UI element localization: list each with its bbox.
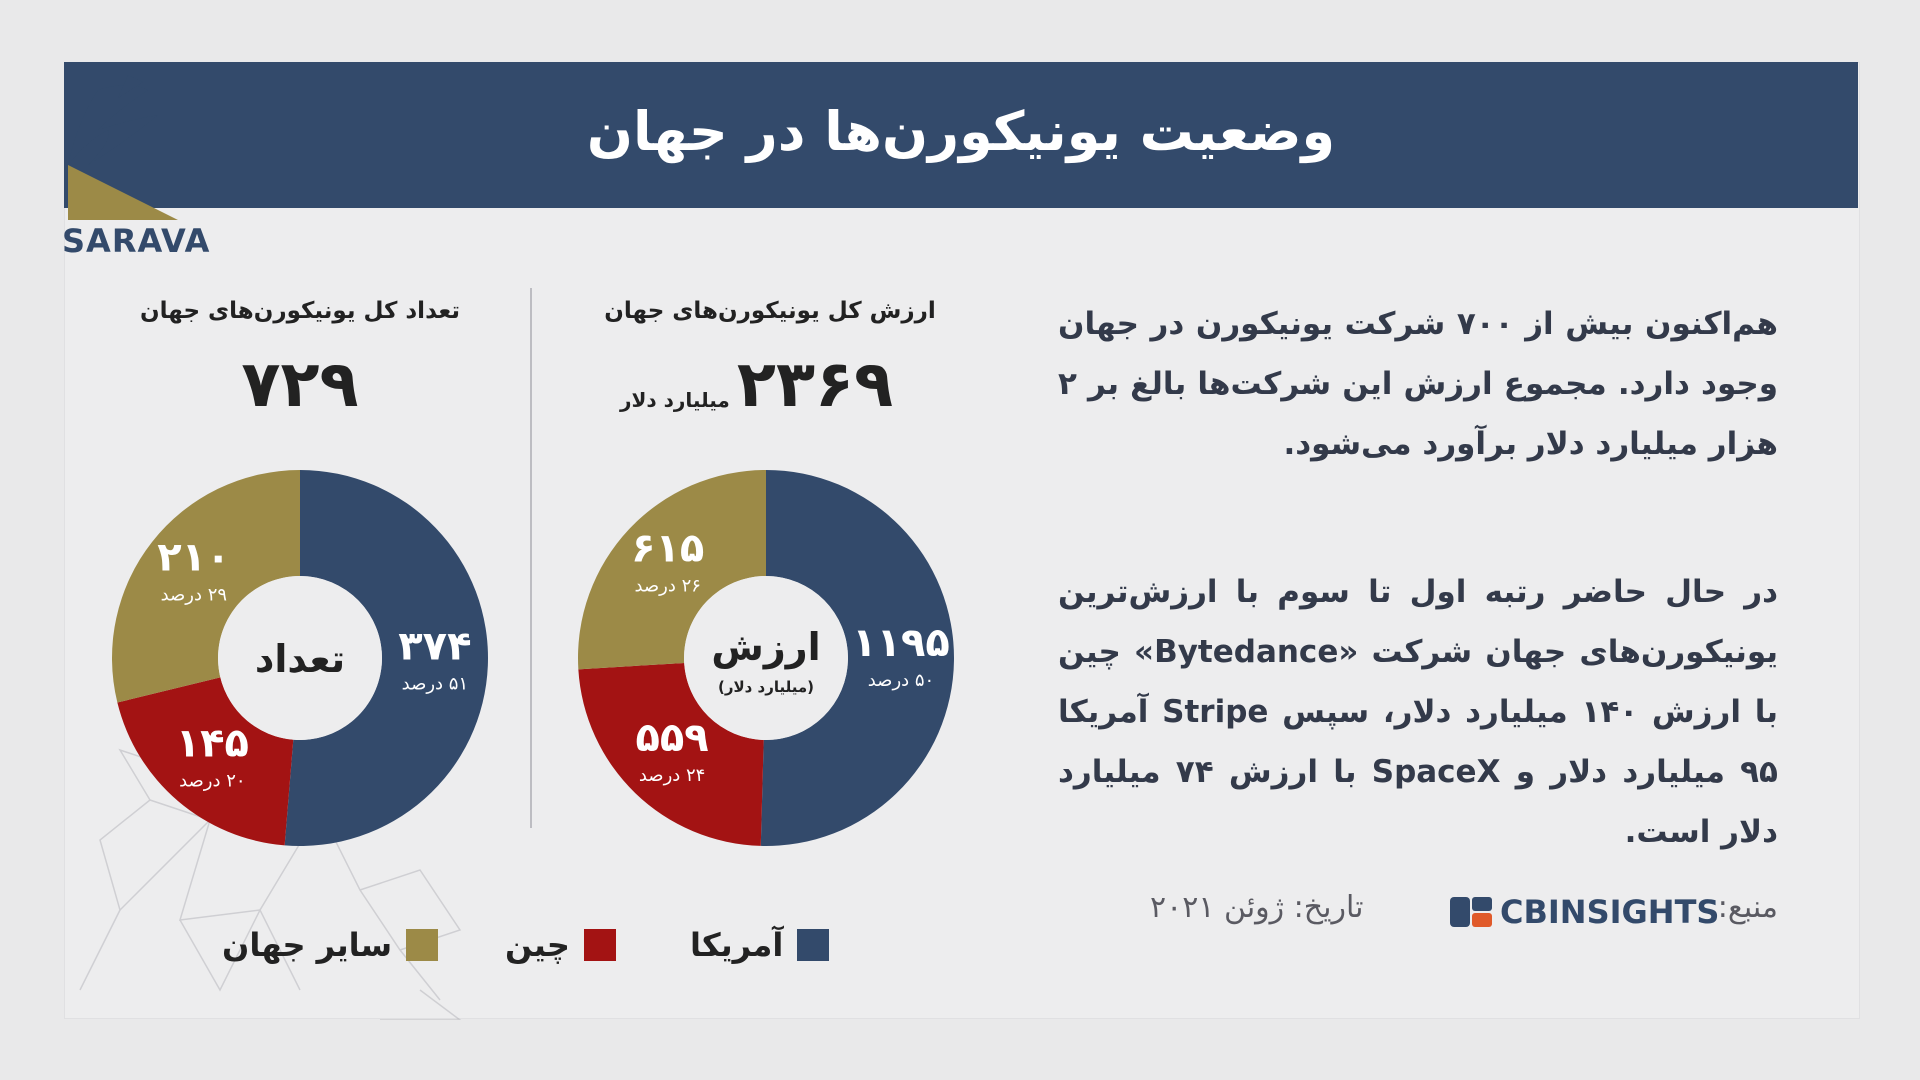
- legend-label-rest: سایر جهان: [222, 926, 393, 964]
- legend-item-china: چین: [505, 926, 616, 964]
- legend-item-rest: سایر جهان: [222, 926, 439, 964]
- count-donut-chart: ۳۷۴ ۵۱ درصد ۱۴۵ ۲۰ درصد ۲۱۰ ۲۹ درصد تعداد: [111, 470, 489, 846]
- legend-label-china: چین: [505, 926, 570, 964]
- count-slice-china: [117, 677, 294, 846]
- cbinsights-wordmark: CBINSIGHTS: [1500, 893, 1720, 931]
- count-slice-percent-america: ۵۱ درصد: [402, 674, 469, 695]
- count-slice-percent-rest: ۲۹ درصد: [161, 585, 228, 606]
- title-banner: وضعیت یونیکورن‌ها در جهان: [64, 62, 1858, 208]
- count-center-label: تعداد: [255, 637, 345, 681]
- legend-label-america: آمریکا: [690, 926, 784, 964]
- value-center-sublabel: (میلیارد دلار): [718, 678, 814, 696]
- value-center-label: ارزش: [711, 625, 820, 669]
- value-slice-rest: [578, 470, 766, 670]
- count-chart-title: تعداد کل یونیکورن‌های جهان: [140, 298, 460, 324]
- value-slice-value-rest: ۶۱۵: [631, 525, 704, 571]
- page-title: وضعیت یونیکورن‌ها در جهان: [586, 100, 1336, 163]
- value-total: ۲۳۶۹: [736, 348, 894, 422]
- panel-divider: [530, 288, 532, 828]
- sarava-logo-icon: [68, 75, 178, 220]
- intro-paragraph: هم‌اکنون بیش از ۷۰۰ شرکت یونیکورن در جها…: [1058, 306, 1778, 462]
- value-slice-china: [578, 662, 764, 846]
- count-slice-value-america: ۳۷۴: [398, 624, 471, 670]
- value-slice-percent-china: ۲۴ درصد: [639, 765, 706, 786]
- ranking-paragraph: در حال حاضر رتبه اول تا سوم با ارزش‌ترین…: [1058, 574, 1779, 850]
- value-slice-percent-rest: ۲۶ درصد: [634, 575, 701, 596]
- cbinsights-mark-icon: [1450, 897, 1492, 927]
- legend-swatch-rest: [406, 929, 439, 961]
- value-slice-value-america: ۱۱۹۵: [852, 620, 950, 666]
- count-total: ۷۲۹: [241, 348, 359, 422]
- legend-swatch-china: [583, 929, 616, 961]
- value-total-unit: میلیارد دلار: [620, 388, 730, 412]
- date-label: تاریخ: ژوئن ۲۰۲۱: [1150, 890, 1364, 925]
- donut-hole: [684, 576, 848, 740]
- count-slice-america: [284, 470, 489, 846]
- value-slice-america: [760, 470, 955, 846]
- value-donut-chart: ۱۱۹۵ ۵۰ درصد ۵۵۹ ۲۴ درصد ۶۱۵ ۲۶ درصد ارزش (میلی…: [578, 470, 955, 846]
- legend-item-america: آمریکا: [690, 926, 830, 964]
- logo-wordmark: SARAVA: [62, 222, 211, 260]
- source-label: منبع:: [1717, 890, 1778, 925]
- value-slice-percent-america: ۵۰ درصد: [868, 670, 935, 691]
- donut-hole: [218, 576, 382, 740]
- count-slice-percent-china: ۲۰ درصد: [179, 771, 246, 792]
- count-slice-rest: [111, 470, 300, 703]
- legend-swatch-america: [797, 929, 830, 961]
- count-slice-value-china: ۱۴۵: [176, 721, 249, 767]
- count-slice-value-rest: ۲۱۰: [157, 535, 230, 581]
- cbinsights-logo: CBINSIGHTS: [1450, 893, 1719, 931]
- value-chart-title: ارزش کل یونیکورن‌های جهان: [604, 298, 936, 324]
- value-slice-value-china: ۵۵۹: [635, 715, 708, 761]
